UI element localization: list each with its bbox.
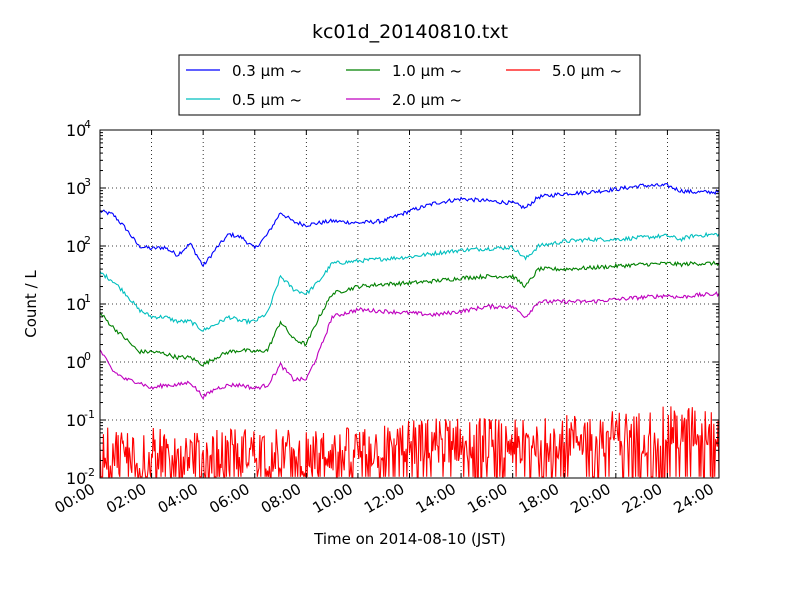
series-line-0 — [99, 183, 720, 268]
legend-label-3: 2.0 μm ~ — [392, 91, 462, 109]
y-axis-label: Count / L — [22, 270, 40, 338]
legend-label-0: 0.3 μm ~ — [232, 62, 302, 80]
y-tick-label: 101 — [66, 292, 91, 314]
x-tick-label: 20:00 — [567, 480, 613, 517]
y-tick-label: 10-2 — [66, 466, 95, 488]
x-tick-label: 18:00 — [516, 480, 562, 517]
y-tick-base: 10 — [66, 469, 86, 488]
x-tick-label: 12:00 — [361, 480, 407, 517]
series-line-3 — [99, 291, 720, 401]
legend-box — [178, 54, 641, 116]
y-tick-base: 10 — [66, 237, 86, 256]
series-layer — [99, 183, 720, 478]
y-tick-base: 10 — [66, 295, 86, 314]
y-tick-label: 104 — [66, 118, 91, 140]
y-tick-label: 10-1 — [66, 408, 95, 430]
series-line-1 — [99, 231, 720, 332]
y-tick-exponent: -2 — [84, 466, 95, 479]
y-tick-base: 10 — [66, 411, 86, 430]
legend: 0.3 μm ~ 0.5 μm ~ 1.0 μm ~ 2.0 μm ~ 5.0 μm ~ — [178, 54, 641, 116]
chart-title: kc01d_20140810.txt — [312, 21, 508, 43]
x-tick-label: 16:00 — [464, 480, 510, 517]
y-tick-base: 10 — [66, 179, 86, 198]
y-tick-exponent: 4 — [84, 118, 91, 131]
series-line-2 — [99, 260, 720, 367]
x-tick-label: 14:00 — [413, 480, 459, 517]
legend-label-4: 5.0 μm ~ — [552, 62, 622, 80]
x-tick-label: 10:00 — [309, 480, 355, 517]
x-axis-label: Time on 2014-08-10 (JST) — [313, 530, 506, 548]
y-tick-exponent: 2 — [84, 234, 91, 247]
x-tick-label: 06:00 — [206, 480, 252, 517]
x-tick-label: 02:00 — [103, 480, 149, 517]
x-tick-label: 04:00 — [155, 480, 201, 517]
y-tick-label: 102 — [66, 234, 91, 256]
grid-lines — [100, 130, 719, 478]
x-tick-label: 24:00 — [671, 480, 717, 517]
y-tick-exponent: 1 — [84, 292, 91, 305]
legend-label-1: 0.5 μm ~ — [232, 91, 302, 109]
y-tick-base: 10 — [66, 121, 86, 140]
y-tick-label: 100 — [66, 350, 91, 372]
y-tick-exponent: 3 — [84, 176, 91, 189]
legend-label-2: 1.0 μm ~ — [392, 62, 462, 80]
series-line-4 — [99, 406, 720, 478]
y-tick-base: 10 — [66, 353, 86, 372]
y-tick-exponent: -1 — [84, 408, 95, 421]
y-tick-exponent: 0 — [84, 350, 91, 363]
x-tick-label: 22:00 — [619, 480, 665, 517]
y-tick-label: 103 — [66, 176, 91, 198]
x-tick-label: 08:00 — [258, 480, 304, 517]
